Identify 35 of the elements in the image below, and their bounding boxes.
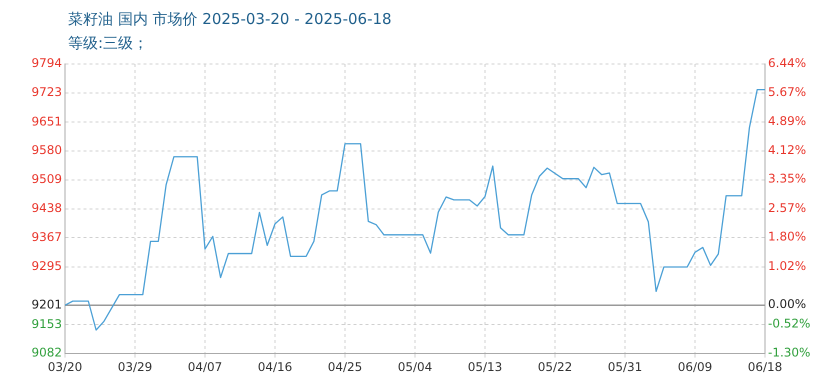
- y2-tick-label: 6.44%: [768, 56, 806, 70]
- y-tick-label: 9723: [31, 85, 62, 100]
- y2-tick-label: 1.80%: [768, 230, 806, 244]
- x-tick-label: 05/31: [608, 360, 642, 374]
- x-tick-label: 06/09: [678, 360, 712, 374]
- y-tick-label: 9082: [31, 346, 62, 360]
- chart-title: 菜籽油 国内 市场价 2025-03-20 - 2025-06-18: [68, 10, 392, 29]
- y2-tick-label: -1.30%: [768, 346, 810, 360]
- x-tick-label: 04/07: [188, 360, 222, 374]
- x-tick-label: 04/25: [328, 360, 362, 374]
- y2-tick-label: 4.89%: [768, 114, 806, 128]
- y2-tick-label: 5.67%: [768, 84, 806, 99]
- y2-tick-label: 2.57%: [768, 200, 806, 215]
- x-tick-label: 04/16: [258, 360, 292, 374]
- x-tick-label: 05/13: [468, 360, 502, 374]
- y2-tick-label: 0.00%: [768, 297, 806, 312]
- y-tick-label: 9794: [31, 56, 62, 70]
- y-tick-label: 9153: [31, 316, 62, 331]
- x-tick-label: 03/29: [118, 360, 152, 374]
- y-tick-label: 9367: [31, 230, 62, 244]
- y-tick-label: 9509: [31, 172, 62, 186]
- x-tick-label: 05/04: [398, 360, 432, 374]
- y-tick-label: 9295: [31, 259, 62, 274]
- y-tick-label: 9201: [31, 297, 62, 312]
- x-tick-label: 06/18: [748, 360, 782, 374]
- y-tick-label: 9438: [31, 200, 62, 215]
- y2-tick-label: -0.52%: [768, 316, 810, 331]
- x-tick-label: 05/22: [538, 360, 572, 374]
- y2-tick-label: 3.35%: [768, 172, 806, 186]
- y2-tick-label: 4.12%: [768, 142, 806, 157]
- y2-tick-label: 1.02%: [768, 258, 806, 273]
- x-tick-label: 03/20: [48, 360, 82, 374]
- y-tick-label: 9580: [31, 143, 62, 158]
- chart-subtitle: 等级:三级；: [68, 34, 148, 53]
- y-tick-label: 9651: [31, 114, 62, 128]
